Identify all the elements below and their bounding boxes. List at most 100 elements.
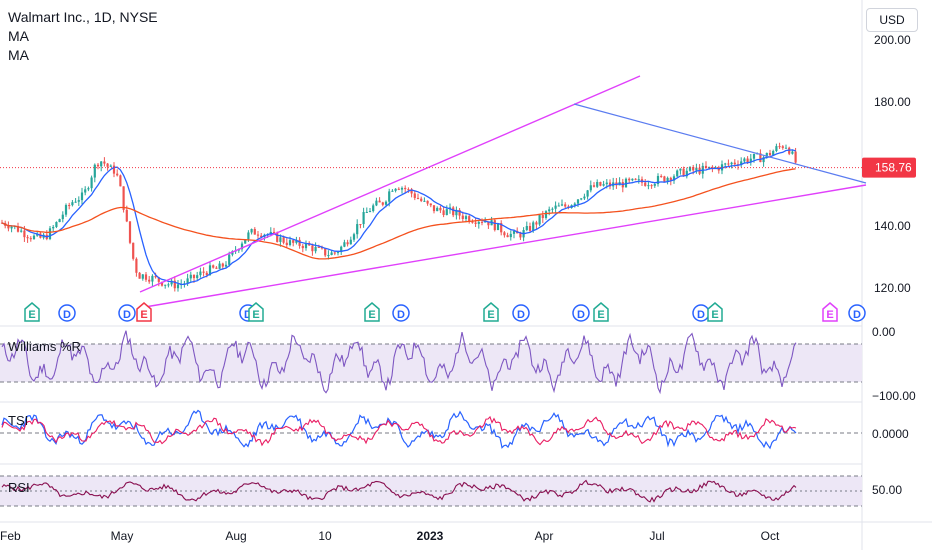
event-marker-letter: D [697,309,705,321]
candle-body [509,233,512,238]
dividend-marker-icon[interactable] [118,304,136,322]
candle-body [477,221,480,224]
dividend-marker-icon[interactable] [572,304,590,322]
candle-body [772,150,775,156]
earnings-marker-icon[interactable] [707,302,723,322]
indicator-ma-slow[interactable]: MA [8,47,29,63]
candle-body [650,185,653,187]
last-price-badge [862,157,916,178]
event-marker-letter: E [487,309,494,321]
candle-body [596,181,599,187]
candle-body [474,222,477,224]
candle-body [48,228,52,240]
candle-body [592,185,596,187]
earnings-marker-icon[interactable] [136,302,152,322]
earnings-marker-icon[interactable] [822,302,838,322]
candle-body [740,161,743,166]
candle-body [119,175,122,187]
tsi-pane-label[interactable]: TSI [8,413,29,428]
candle-body [189,274,192,279]
symbol-title[interactable]: Walmart Inc., 1D, NYSE [8,9,158,25]
candle-body [93,164,96,178]
candle-body [532,222,535,231]
earnings-marker-icon[interactable] [24,302,40,322]
candle-body [212,265,215,268]
candle-body [471,221,474,223]
candle-body [391,190,394,192]
candle-body [768,152,772,156]
candle-body [199,271,202,276]
candle-body [154,275,157,278]
lower-channel-trendline[interactable] [144,184,867,308]
candle-body [672,176,676,181]
candle-body [61,214,64,220]
candle-body [535,222,538,225]
candle-body [205,272,208,276]
candle-body [292,240,295,243]
currency-button[interactable]: USD [866,8,918,32]
candle-body [484,221,487,223]
dividend-marker-icon[interactable] [58,304,76,322]
candle-body [733,162,736,165]
dividend-marker-icon[interactable] [848,304,866,322]
upper-channel-trendline[interactable] [139,75,641,293]
candle-body [679,168,682,171]
event-marker-letter: D [397,309,405,321]
candle-body [128,221,132,243]
candle-body [452,207,455,216]
candle-body [746,158,749,163]
candle-body [340,246,343,253]
williams-pane-label[interactable]: Williams %R [8,339,81,354]
candle-body [74,201,77,203]
candle-body [781,146,784,148]
candle-body [164,284,167,286]
indicator-ma-fast[interactable]: MA [8,28,29,44]
candle-body [320,247,324,249]
earnings-marker-icon[interactable] [364,302,380,322]
candle-body [660,175,663,177]
candle-body [743,158,746,162]
descending-trendline[interactable] [573,103,867,184]
candle-body [157,277,160,282]
dividend-marker-icon[interactable] [512,304,530,322]
candle-body [224,264,228,267]
earnings-marker-icon[interactable] [248,302,264,322]
ma-fast-line [1,149,796,286]
earnings-marker-icon[interactable] [593,302,609,322]
event-marker-letter: E [597,309,604,321]
candle-body [231,251,234,255]
candle-body [279,237,282,242]
event-marker-letter: D [517,309,525,321]
candle-body [557,205,560,207]
candle-body [343,242,346,247]
candle-body [372,205,375,212]
candle-body [311,245,314,252]
candle-body [87,188,90,190]
candle-body [580,198,583,200]
candle-body [455,209,458,216]
earnings-marker-icon[interactable] [483,302,499,322]
price-tick-label: 200.00 [874,33,911,47]
candle-body [637,179,640,181]
candle-body [765,152,768,158]
candle-body [628,178,631,181]
candle-body [400,187,404,190]
time-axis-label: Oct [761,529,780,543]
candle-body [381,202,384,205]
candle-body [682,168,685,177]
candle-body [631,178,634,181]
candle-body [148,279,151,282]
candle-body [221,263,224,267]
candle-body [663,176,666,182]
candle-body [794,151,797,163]
candle-body [791,151,794,154]
candle-body [378,200,381,203]
event-marker-letter: D [577,309,585,321]
candle-body [429,203,432,206]
candle-body [778,146,781,148]
dividend-marker-icon[interactable] [392,304,410,322]
candle-body [397,188,400,190]
rsi-pane-label[interactable]: RSI [8,480,30,495]
